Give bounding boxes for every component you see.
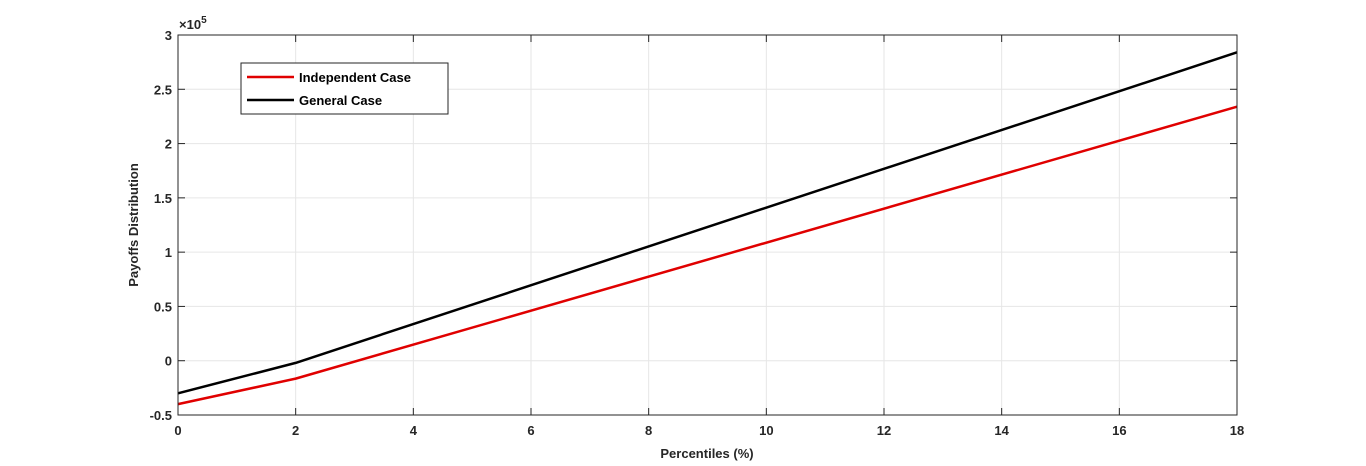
x-tick-label: 0 bbox=[174, 423, 181, 438]
x-tick-label: 12 bbox=[877, 423, 891, 438]
legend: Independent Case General Case bbox=[240, 62, 449, 115]
legend-box bbox=[240, 62, 449, 115]
y-tick-label: 3 bbox=[165, 28, 172, 43]
x-tick-label: 8 bbox=[645, 423, 652, 438]
y-tick-label: 1.5 bbox=[154, 191, 172, 206]
plot-frame bbox=[177, 34, 1238, 416]
exponent-label: ×105 bbox=[179, 15, 207, 32]
x-axis-label: Percentiles (%) bbox=[660, 446, 753, 461]
x-tick-label: 4 bbox=[410, 423, 418, 438]
y-tick-label: 2 bbox=[165, 137, 172, 152]
x-tick-label: 14 bbox=[994, 423, 1009, 438]
series-layer bbox=[177, 51, 1238, 406]
x-tick-label: 10 bbox=[759, 423, 773, 438]
x-tick-label: 2 bbox=[292, 423, 299, 438]
series-line-general-case bbox=[177, 51, 1238, 395]
x-tick-label: 6 bbox=[527, 423, 534, 438]
legend-label-general: General Case bbox=[299, 93, 382, 108]
series-line-independent-case bbox=[177, 105, 1238, 406]
y-tick-label: 0.5 bbox=[154, 299, 172, 314]
y-tick-label: 2.5 bbox=[154, 82, 172, 97]
exponent-power: 5 bbox=[201, 15, 207, 26]
legend-label-independent: Independent Case bbox=[299, 70, 411, 85]
y-tick-label: 0 bbox=[165, 354, 172, 369]
x-tick-label: 16 bbox=[1112, 423, 1126, 438]
y-tick-label: -0.5 bbox=[150, 408, 172, 423]
axis-ticks: 0 2 4 6 8 10 12 14 16 18-0.500.511.522.53 bbox=[150, 28, 1245, 438]
y-tick-label: 1 bbox=[165, 245, 172, 260]
x-tick-label: 18 bbox=[1230, 423, 1244, 438]
y-axis-label: Payoffs Distribution bbox=[126, 163, 141, 287]
